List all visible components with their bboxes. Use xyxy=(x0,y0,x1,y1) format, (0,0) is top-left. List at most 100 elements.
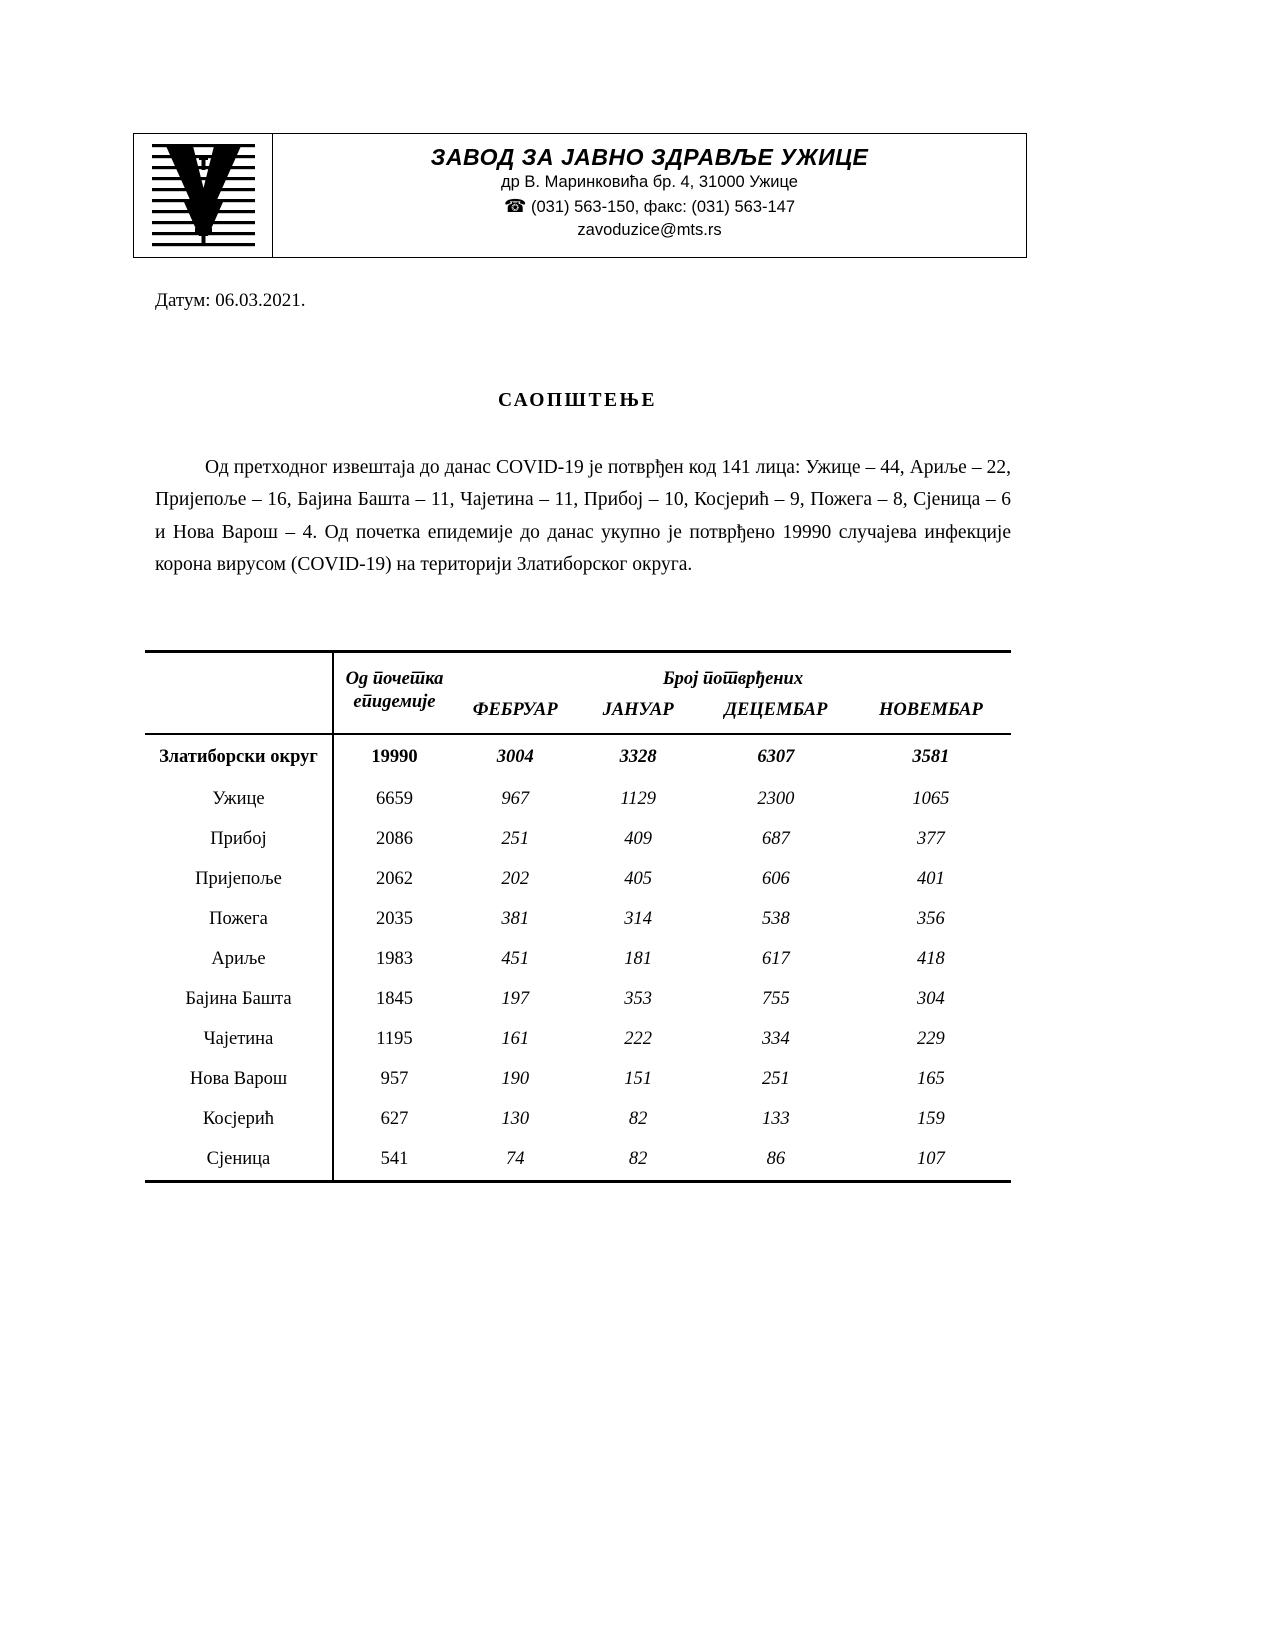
row-value: 687 xyxy=(761,828,790,849)
row-label: Златиборски округ xyxy=(145,734,334,780)
org-phone-fax: (031) 563-150, факс: (031) 563-147 xyxy=(530,197,796,216)
logo-cell xyxy=(134,134,273,257)
table-row: Пријепоље 2062 202 405 606 401 xyxy=(145,859,1011,900)
row-value: 82 xyxy=(628,1108,648,1129)
row-value: 405 xyxy=(624,868,653,889)
row-value: 251 xyxy=(501,828,530,849)
row-value: 1195 xyxy=(376,1028,413,1049)
table-row: Косјерић 627 130 82 133 159 xyxy=(145,1099,1011,1140)
row-value: 957 xyxy=(380,1068,409,1089)
body-paragraph: Од претходног извештаја до данас COVID-1… xyxy=(155,457,1011,576)
row-value: 6307 xyxy=(757,746,795,767)
row-value: 19990 xyxy=(371,746,418,767)
row-value: 161 xyxy=(501,1028,530,1049)
row-value: 229 xyxy=(917,1028,945,1049)
row-value: 86 xyxy=(766,1148,786,1169)
row-value: 107 xyxy=(917,1148,945,1169)
row-value: 538 xyxy=(761,908,790,929)
row-value: 451 xyxy=(501,948,530,969)
row-value: 2300 xyxy=(757,788,795,809)
table-row: Чајетина 1195 161 222 334 229 xyxy=(145,1019,1011,1060)
row-value: 133 xyxy=(761,1108,790,1129)
table-row: Ариље 1983 451 181 617 418 xyxy=(145,939,1011,980)
org-phone-line: ☎ (031) 563-150, факс: (031) 563-147 xyxy=(273,194,1026,219)
row-label: Бајина Башта xyxy=(145,979,334,1020)
table-row: Нова Варош 957 190 151 251 165 xyxy=(145,1059,1011,1100)
row-value: 151 xyxy=(624,1068,653,1089)
row-value: 304 xyxy=(917,988,945,1009)
row-value: 165 xyxy=(917,1068,945,1089)
row-value: 1129 xyxy=(620,788,656,809)
telephone-icon: ☎ xyxy=(503,195,527,216)
row-label: Пожега xyxy=(145,899,334,940)
institute-logo-icon xyxy=(151,143,255,246)
table-row: Ужице 6659 967 1129 2300 1065 xyxy=(145,779,1011,820)
table-body: Златиборски округ 19990 3004 3328 6307 3… xyxy=(145,734,1011,1182)
row-value: 6659 xyxy=(375,788,413,809)
date-line: Датум: 06.03.2021. xyxy=(155,290,306,311)
row-value: 377 xyxy=(917,828,945,849)
row-value: 159 xyxy=(917,1108,945,1129)
column-group-header: Број потврђених xyxy=(662,669,804,689)
row-value: 356 xyxy=(917,908,945,929)
column-header-february: ФЕБРУАР xyxy=(455,696,576,735)
row-value: 1065 xyxy=(912,788,950,809)
row-label: Прибој xyxy=(145,819,334,860)
row-value: 2062 xyxy=(375,868,413,889)
row-label: Сјеница xyxy=(145,1139,334,1182)
letterhead-info: ЗАВОД ЗА ЈАВНО ЗДРАВЉЕ УЖИЦЕ др В. Марин… xyxy=(273,134,1026,257)
row-value: 967 xyxy=(501,788,530,809)
row-value: 401 xyxy=(917,868,945,889)
table-row: Пожега 2035 381 314 538 356 xyxy=(145,899,1011,940)
column-header-november: НОВЕМБАР xyxy=(850,696,1011,735)
row-label: Нова Варош xyxy=(145,1059,334,1100)
table-row: Бајина Башта 1845 197 353 755 304 xyxy=(145,979,1011,1020)
corner-cell xyxy=(145,651,334,735)
row-value: 2086 xyxy=(375,828,413,849)
row-value: 418 xyxy=(917,948,945,969)
row-value: 755 xyxy=(761,988,790,1009)
page-title: САОПШТЕЊЕ xyxy=(497,390,658,411)
row-value: 2035 xyxy=(375,908,413,929)
row-value: 130 xyxy=(501,1108,530,1129)
row-value: 409 xyxy=(624,828,653,849)
row-value: 381 xyxy=(501,908,530,929)
row-label: Ужице xyxy=(145,779,334,820)
row-label: Чајетина xyxy=(145,1019,334,1060)
row-value: 606 xyxy=(761,868,790,889)
row-value: 3581 xyxy=(912,746,950,767)
row-label: Пријепоље xyxy=(145,859,334,900)
table-row: Прибој 2086 251 409 687 377 xyxy=(145,819,1011,860)
row-label: Ариље xyxy=(145,939,334,980)
row-value: 222 xyxy=(624,1028,653,1049)
org-email: zavoduzice@mts.rs xyxy=(577,220,722,239)
row-value: 190 xyxy=(501,1068,530,1089)
row-value: 3004 xyxy=(496,746,534,767)
row-value: 82 xyxy=(628,1148,648,1169)
column-header-january: ЈАНУАР xyxy=(575,696,701,735)
org-address: др В. Маринковића бр. 4, 31000 Ужице xyxy=(501,173,798,191)
table-header-row-group: Од почетка епидемије Број потврђених xyxy=(145,651,1011,735)
org-name: ЗАВОД ЗА ЈАВНО ЗДРАВЉЕ УЖИЦЕ xyxy=(430,144,869,170)
row-value: 74 xyxy=(505,1148,525,1169)
row-value: 353 xyxy=(624,988,653,1009)
covid-cases-table: Од почетка епидемије Број потврђених ФЕБ… xyxy=(145,650,1011,1183)
row-value: 181 xyxy=(624,948,653,969)
row-value: 202 xyxy=(501,868,530,889)
row-value: 314 xyxy=(624,908,653,929)
column-header-total: Од почетка епидемије xyxy=(332,651,456,735)
row-value: 197 xyxy=(501,988,530,1009)
row-value: 541 xyxy=(380,1148,409,1169)
row-value: 334 xyxy=(761,1028,790,1049)
row-value: 251 xyxy=(761,1068,790,1089)
column-header-december: ДЕЦЕМБАР xyxy=(700,696,851,735)
row-value: 1983 xyxy=(375,948,413,969)
row-value: 617 xyxy=(761,948,790,969)
row-value: 3328 xyxy=(619,746,657,767)
row-value: 627 xyxy=(380,1108,409,1129)
table-header-row-months: ФЕБРУАР ЈАНУАР ДЕЦЕМБАР НОВЕМБАР xyxy=(145,696,1011,735)
row-label: Косјерић xyxy=(145,1099,334,1140)
table-row: Златиборски округ 19990 3004 3328 6307 3… xyxy=(145,734,1011,780)
row-value: 1845 xyxy=(375,988,413,1009)
letterhead: ЗАВОД ЗА ЈАВНО ЗДРАВЉЕ УЖИЦЕ др В. Марин… xyxy=(133,133,1027,258)
